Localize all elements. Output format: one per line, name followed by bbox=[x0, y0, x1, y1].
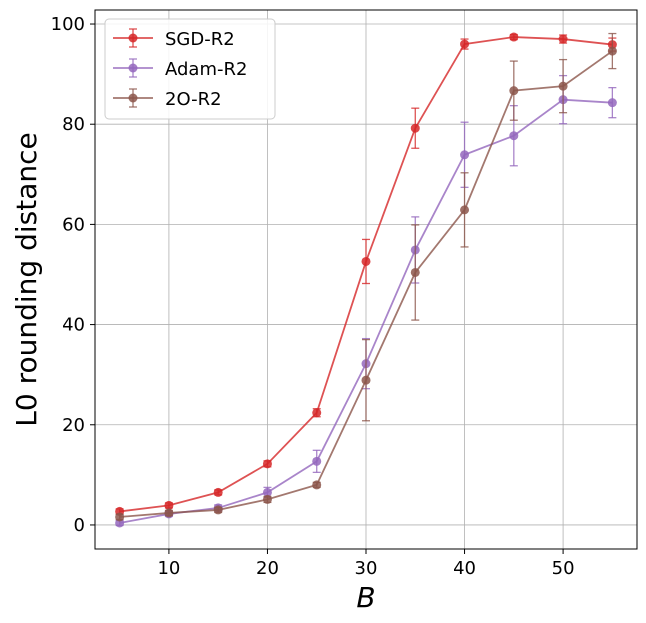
y-tick-label: 0 bbox=[74, 515, 85, 536]
data-point bbox=[410, 123, 420, 133]
y-tick-label: 60 bbox=[62, 214, 85, 235]
data-point bbox=[460, 150, 470, 160]
legend-label: SGD-R2 bbox=[165, 29, 235, 50]
x-tick-label: 40 bbox=[453, 558, 476, 579]
series-2o-r2 bbox=[115, 32, 617, 522]
data-point bbox=[509, 131, 519, 141]
x-tick-label: 30 bbox=[355, 558, 378, 579]
data-point bbox=[312, 408, 322, 418]
data-point bbox=[558, 34, 568, 44]
legend-box bbox=[104, 18, 276, 120]
y-axis-label: L0 rounding distance bbox=[10, 132, 43, 426]
legend-entry-adam-r2: Adam-R2 bbox=[113, 58, 247, 80]
axis-ticks: 10 20 30 40 50 0 20 40 60 80 100 bbox=[51, 14, 575, 579]
data-point bbox=[410, 267, 420, 277]
legend-marker bbox=[128, 63, 138, 73]
x-axis-label: B bbox=[356, 581, 375, 614]
data-point bbox=[213, 505, 223, 515]
data-point bbox=[164, 508, 174, 518]
data-point bbox=[213, 487, 223, 497]
series-layer bbox=[115, 32, 617, 528]
y-tick-label: 20 bbox=[62, 415, 85, 436]
legend: SGD-R2 Adam-R2 2O-R2 bbox=[104, 18, 276, 120]
x-tick-label: 50 bbox=[552, 558, 575, 579]
data-point bbox=[361, 256, 371, 266]
x-tick-label: 10 bbox=[157, 558, 180, 579]
data-point bbox=[312, 480, 322, 490]
legend-label: Adam-R2 bbox=[165, 59, 247, 80]
data-point bbox=[262, 494, 272, 504]
legend-entry-sgd-r2: SGD-R2 bbox=[113, 28, 235, 50]
legend-label: 2O-R2 bbox=[165, 89, 222, 110]
series-sgd-r2 bbox=[115, 32, 617, 516]
x-tick-label: 20 bbox=[256, 558, 279, 579]
data-point bbox=[164, 500, 174, 510]
data-point bbox=[262, 459, 272, 469]
data-point bbox=[607, 98, 617, 108]
data-point bbox=[361, 375, 371, 385]
data-point bbox=[460, 205, 470, 215]
data-point bbox=[312, 456, 322, 466]
data-point bbox=[509, 86, 519, 96]
data-point bbox=[558, 81, 568, 91]
legend-marker bbox=[128, 33, 138, 43]
y-tick-label: 40 bbox=[62, 315, 85, 336]
data-point bbox=[509, 32, 519, 42]
y-tick-label: 100 bbox=[51, 14, 85, 35]
y-tick-label: 80 bbox=[62, 114, 85, 135]
data-point bbox=[607, 46, 617, 56]
data-point bbox=[115, 512, 125, 522]
legend-entry-2o-r2: 2O-R2 bbox=[113, 88, 222, 110]
legend-marker bbox=[128, 93, 138, 103]
data-point bbox=[460, 39, 470, 49]
data-point bbox=[262, 487, 272, 497]
